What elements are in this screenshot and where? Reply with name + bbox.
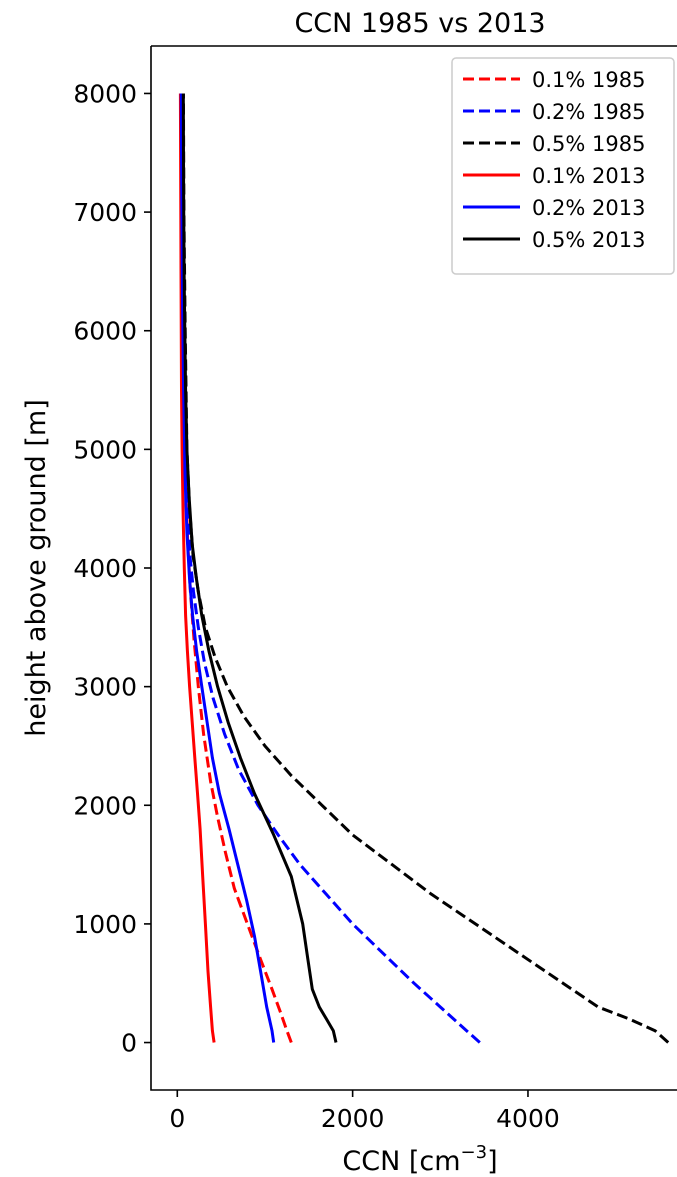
x-axis-label-main: CCN [cm [342, 1146, 460, 1177]
legend-label: 0.5% 2013 [532, 228, 645, 252]
x-axis-label: CCN [cm−3] [342, 1142, 497, 1177]
legend-box [451, 57, 675, 275]
x-tick-label: 4000 [496, 1104, 560, 1133]
series-line-5 [179, 93, 276, 1043]
legend-label: 0.2% 2013 [532, 196, 645, 220]
y-tick-label: 0 [121, 1029, 137, 1058]
plot-area [150, 45, 677, 1091]
y-tick-label: 8000 [73, 79, 137, 108]
series-line-6 [181, 93, 338, 1043]
legend-label: 0.2% 1985 [532, 100, 645, 124]
legend-label: 0.1% 2013 [532, 164, 645, 188]
y-tick-label: 7000 [73, 198, 137, 227]
y-tick-label: 2000 [73, 791, 137, 820]
y-axis-label: height above ground [m] [21, 399, 52, 737]
axes-frame [150, 46, 677, 1091]
y-tick-label: 1000 [73, 910, 137, 939]
series-line-4 [178, 93, 216, 1043]
y-tick-label: 5000 [73, 435, 137, 464]
y-axis: 0 1000 2000 3000 4000 5000 6000 7000 8000 [73, 79, 151, 1058]
y-tick-label: 4000 [73, 554, 137, 583]
chart-title: CCN 1985 vs 2013 [294, 8, 545, 39]
y-tick-label: 3000 [73, 673, 137, 702]
series-line-2 [180, 93, 481, 1044]
x-axis: 0 2000 4000 [169, 1090, 560, 1133]
y-tick-label: 6000 [73, 317, 137, 346]
series-line-3 [181, 93, 670, 1044]
legend-label: 0.1% 1985 [532, 68, 645, 92]
x-axis-label-exponent: −3 [461, 1142, 488, 1163]
series-line-1 [179, 93, 293, 1044]
x-axis-label-end: ] [487, 1146, 498, 1177]
legend: 0.1% 1985 0.2% 1985 0.5% 1985 0.1% 2013 0.2%… [451, 57, 675, 275]
legend-label: 0.5% 1985 [532, 132, 645, 156]
x-tick-label: 2000 [321, 1104, 385, 1133]
x-tick-label: 0 [169, 1104, 185, 1133]
